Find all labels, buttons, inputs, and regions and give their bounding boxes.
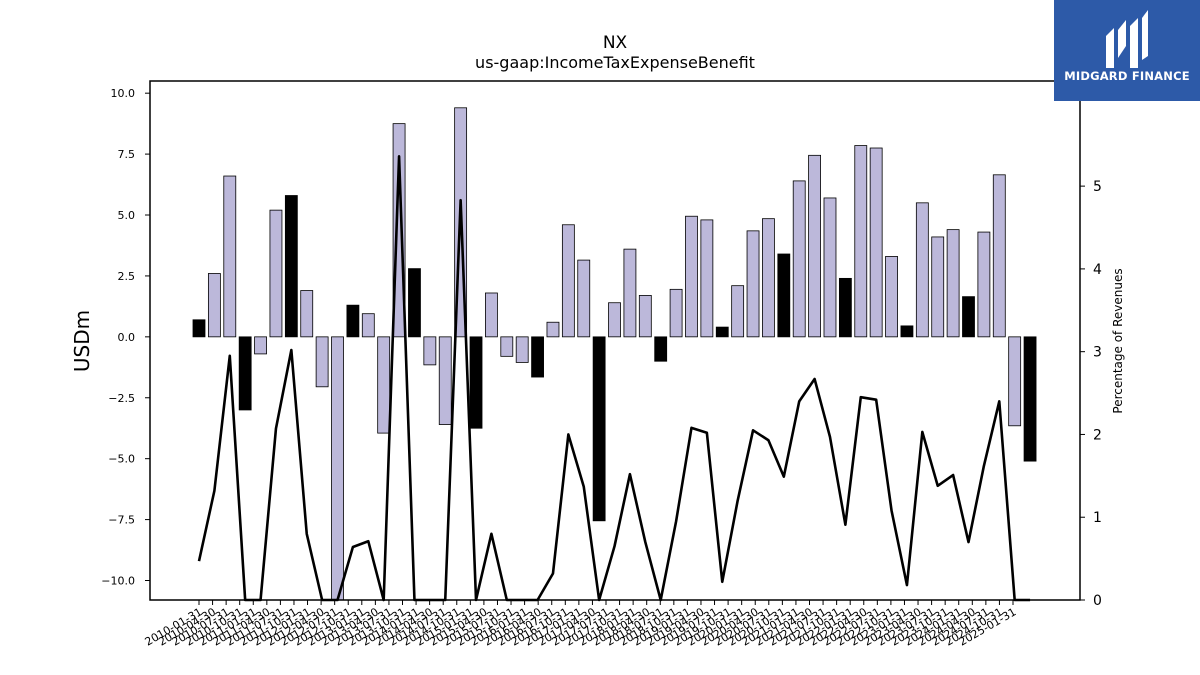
bar-fiscal-year <box>715 326 729 338</box>
bar-fiscal-year <box>1023 336 1037 462</box>
bar <box>685 215 698 338</box>
bar-fiscal-year <box>192 319 206 338</box>
bar-fiscal-year <box>531 336 544 378</box>
bar <box>331 336 344 601</box>
bar-series <box>192 107 1037 601</box>
bar <box>623 248 637 338</box>
bar <box>546 321 560 338</box>
y-tick-label: 7.5 <box>118 148 136 161</box>
bar <box>361 313 375 338</box>
bar <box>992 174 1006 338</box>
bar <box>223 175 237 338</box>
bar <box>515 336 529 363</box>
bar-fiscal-year <box>962 296 975 338</box>
y-tick-label: −2.5 <box>108 392 135 405</box>
y2-tick-label: 2 <box>1093 427 1102 443</box>
midgard-finance-logo: MIDGARD FINANCE <box>1054 0 1200 101</box>
bar-fiscal-year <box>592 336 606 522</box>
y2-axis-label: Percentage of Revenues <box>1111 268 1125 413</box>
y-tick-label: 10.0 <box>111 87 136 100</box>
bar <box>315 336 329 388</box>
bar <box>638 295 652 338</box>
logo-text: MIDGARD FINANCE <box>1064 69 1190 83</box>
bar-fiscal-year <box>284 195 298 338</box>
bar <box>915 202 929 338</box>
axes: 10.07.55.02.50.0−2.5−5.0−7.5−10.00123452… <box>101 80 1102 649</box>
y-tick-label: 5.0 <box>118 209 136 222</box>
bar <box>946 229 960 338</box>
bar <box>792 180 806 338</box>
y2-tick-label: 3 <box>1093 345 1102 361</box>
bar-fiscal-year <box>900 325 914 338</box>
bar-fiscal-year <box>654 336 668 362</box>
bar <box>854 145 868 338</box>
bar <box>931 236 945 338</box>
midgard-mi-logo-icon <box>1106 10 1148 68</box>
bar <box>808 154 821 338</box>
bar <box>977 231 991 338</box>
bar <box>1008 336 1022 427</box>
bar <box>561 224 575 338</box>
bar-fiscal-year <box>238 336 252 411</box>
bar <box>731 285 745 338</box>
bar-fiscal-year <box>777 253 791 338</box>
bar-fiscal-year <box>469 336 483 429</box>
y-axis-label: USDm <box>70 310 94 372</box>
bar <box>762 218 775 338</box>
y2-tick-label: 5 <box>1093 179 1102 195</box>
bar-fiscal-year <box>838 277 852 338</box>
bar <box>254 336 267 355</box>
y-tick-label: 2.5 <box>118 270 136 283</box>
bar <box>300 290 314 338</box>
y2-tick-label: 0 <box>1093 593 1102 609</box>
bar <box>269 209 283 338</box>
bar <box>869 147 883 338</box>
bar <box>608 302 621 338</box>
chart-title: NX <box>603 33 628 53</box>
bar <box>823 197 837 338</box>
bar <box>885 256 898 338</box>
y-tick-label: −5.0 <box>108 453 135 466</box>
bar <box>700 219 714 338</box>
chart-subtitle: us-gaap:IncomeTaxExpenseBenefit <box>475 53 755 72</box>
y2-tick-label: 4 <box>1093 262 1102 278</box>
bar-fiscal-year <box>408 268 421 338</box>
bar <box>207 273 221 338</box>
bar <box>423 336 437 366</box>
bar <box>438 336 452 425</box>
bar <box>377 336 391 434</box>
bar <box>485 292 498 338</box>
y-tick-label: −10.0 <box>101 575 135 588</box>
bar <box>392 123 406 338</box>
bar <box>669 288 683 338</box>
bar <box>500 336 514 357</box>
y-tick-label: 0.0 <box>118 331 136 344</box>
bar-fiscal-year <box>346 304 360 338</box>
plot-frame <box>149 80 1081 601</box>
bar <box>746 230 760 338</box>
y2-tick-label: 1 <box>1093 510 1102 526</box>
bar <box>577 259 591 338</box>
y-tick-label: −7.5 <box>108 514 135 527</box>
